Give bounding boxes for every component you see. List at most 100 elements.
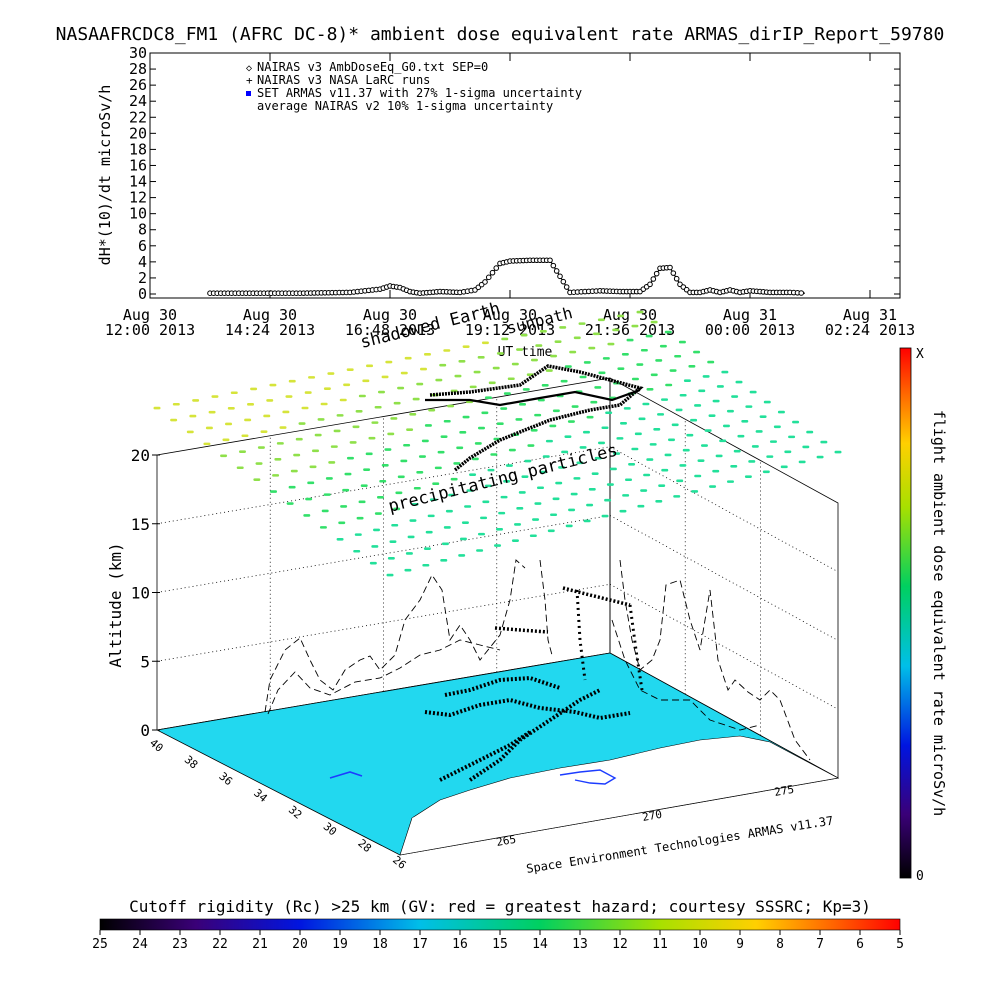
particle-cell xyxy=(288,379,296,383)
particle-cell xyxy=(655,500,663,503)
particle-cell xyxy=(759,415,767,419)
particle-cell xyxy=(492,366,500,370)
particle-cell xyxy=(327,372,335,375)
particle-cell xyxy=(607,342,615,346)
particle-cell xyxy=(749,390,757,394)
particle-cell xyxy=(381,464,389,467)
particle-cell xyxy=(390,417,398,420)
timeseries-y-axis-label: dH*(10)/dt microSv/h xyxy=(96,85,114,266)
particle-cell xyxy=(397,386,405,390)
y-tick-label: 10 xyxy=(129,205,147,223)
series-point xyxy=(560,278,567,285)
particle-cell xyxy=(816,455,824,459)
particle-cell xyxy=(693,350,701,354)
altitude-tick-label: 0 xyxy=(140,721,150,740)
particle-cell xyxy=(586,503,594,507)
particle-cell xyxy=(620,422,628,425)
y-tick-label: 2 xyxy=(138,269,147,287)
series-point xyxy=(557,273,563,280)
particle-cell xyxy=(694,474,702,478)
particle-cell xyxy=(501,337,509,341)
particle-cell xyxy=(493,437,501,441)
particle-cell xyxy=(609,467,617,471)
series-point xyxy=(798,290,805,296)
legend-label-armas: SET ARMAS v11.37 with 27% 1-sigma uncert… xyxy=(257,86,582,100)
particle-cell xyxy=(690,418,698,422)
longitude-ticks: 265 270 275 xyxy=(495,783,795,849)
particle-cell xyxy=(664,453,672,457)
particle-cell xyxy=(387,432,395,436)
particle-cell xyxy=(363,468,371,471)
particle-cell xyxy=(484,484,492,488)
particle-cell xyxy=(453,462,461,465)
particle-cell xyxy=(527,444,535,447)
particle-cell xyxy=(806,430,814,434)
y-tick-label: 14 xyxy=(129,173,147,191)
particle-cell xyxy=(637,504,645,508)
projection-trace xyxy=(264,559,526,713)
particle-cell xyxy=(646,388,654,391)
particle-cell xyxy=(189,414,197,418)
particle-cell xyxy=(591,472,599,475)
particle-cell xyxy=(514,523,522,526)
particle-cell xyxy=(554,340,562,343)
particle-cell xyxy=(285,395,293,398)
particle-cell xyxy=(295,437,303,441)
latitude-tick-label: 34 xyxy=(251,786,270,805)
rigidity-tick-label: 19 xyxy=(332,937,348,952)
particle-cell xyxy=(631,377,639,381)
particle-cell xyxy=(602,357,610,360)
particle-cell xyxy=(769,440,777,443)
particle-cell xyxy=(409,413,417,416)
latitude-tick-label: 36 xyxy=(217,770,236,788)
longitude-tick-label: 275 xyxy=(773,783,795,799)
series-point xyxy=(673,275,680,282)
particle-cell xyxy=(583,519,591,523)
particle-cell xyxy=(186,430,194,434)
particle-cell xyxy=(530,358,538,362)
particle-cell xyxy=(409,519,417,522)
particle-cell xyxy=(413,486,421,490)
particle-cell xyxy=(564,365,572,368)
particle-cell xyxy=(377,390,385,394)
particle-cell xyxy=(405,552,413,555)
particle-cell xyxy=(619,509,627,513)
particle-cell xyxy=(481,411,489,415)
particle-cell xyxy=(541,383,549,387)
series-point xyxy=(670,270,677,276)
particle-cell xyxy=(429,498,437,502)
particle-cell xyxy=(735,380,743,384)
y-tick-label: 6 xyxy=(138,237,147,255)
altitude-gridline-right xyxy=(609,446,839,573)
particle-cell xyxy=(621,353,629,356)
latitude-tick-label: 38 xyxy=(182,753,201,771)
rigidity-tick-label: 16 xyxy=(452,937,468,952)
particle-cell xyxy=(376,496,384,499)
rigidity-tick-label: 23 xyxy=(172,937,188,952)
particle-cell xyxy=(321,509,329,513)
particle-cell xyxy=(601,426,609,430)
particle-cell xyxy=(255,462,263,465)
particle-cell xyxy=(539,470,547,474)
particle-cell xyxy=(323,387,331,390)
particle-cell xyxy=(590,400,598,404)
particle-cell xyxy=(521,475,529,478)
particle-cell xyxy=(308,376,316,379)
particle-cell xyxy=(153,406,161,410)
latitude-tick-label: 26 xyxy=(390,853,409,871)
particle-cell xyxy=(488,381,496,385)
particle-cell xyxy=(395,491,403,495)
particle-cell xyxy=(702,375,710,378)
timeseries-series xyxy=(207,257,806,296)
particle-cell xyxy=(374,512,382,515)
particle-cell xyxy=(669,369,677,372)
particle-cell xyxy=(342,488,350,492)
particle-cell xyxy=(542,455,550,458)
particle-cell xyxy=(570,492,578,496)
particle-cell xyxy=(346,368,354,371)
particle-cell xyxy=(443,419,451,423)
particle-cell xyxy=(423,547,431,550)
series-point xyxy=(553,268,560,274)
particle-cell xyxy=(511,539,519,542)
rigidity-tick-label: 15 xyxy=(492,937,508,952)
